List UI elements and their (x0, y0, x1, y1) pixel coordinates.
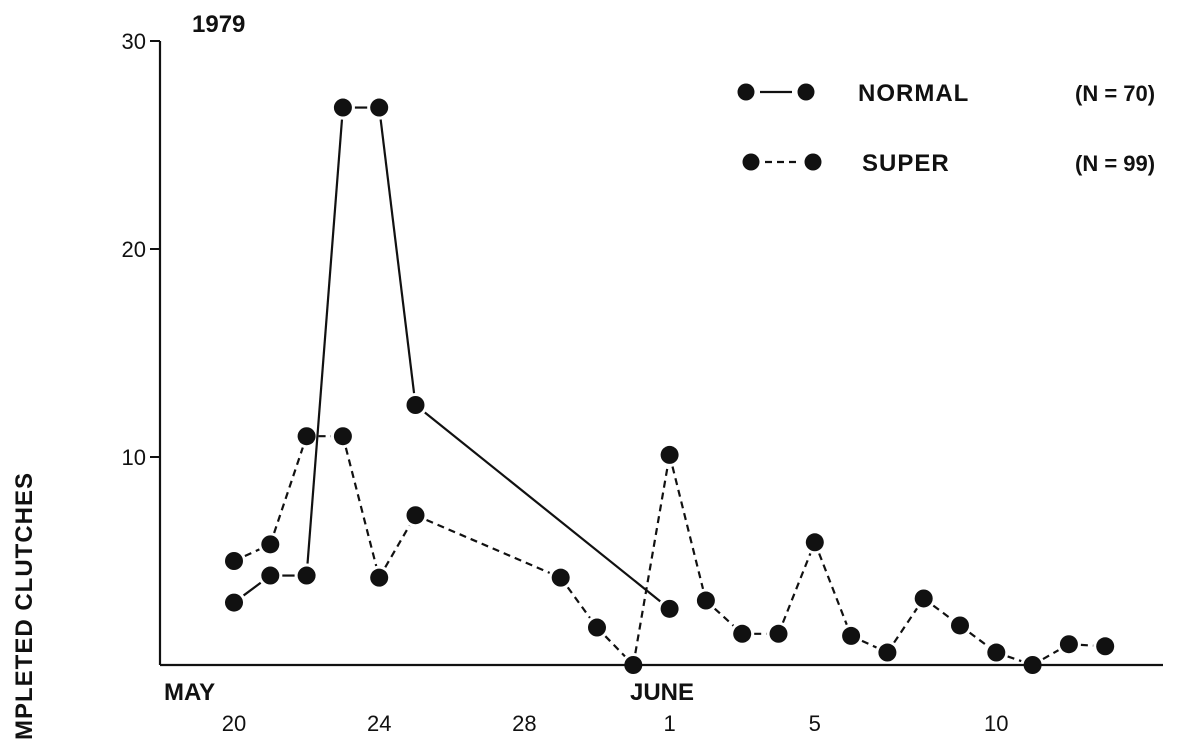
legend-marker-super-right (804, 153, 822, 171)
chart-title: 1979 (192, 11, 245, 38)
legend-marker-super-left (742, 153, 760, 171)
series-line-segment (566, 586, 591, 619)
x-tick-label: 10 (984, 711, 1008, 736)
series-line-segment (861, 639, 877, 649)
data-point-super (333, 427, 352, 446)
series-line-segment (306, 119, 344, 564)
data-point-super (588, 618, 606, 637)
legend: NORMAL (N = 70) SUPER (N = 99) (737, 80, 1155, 177)
series-super (225, 427, 1115, 674)
series-line-segment (379, 119, 416, 394)
series-line-segment (1007, 655, 1022, 663)
legend-marker-normal-left (737, 83, 755, 101)
series-layer (225, 98, 1115, 674)
month-labels: MAY JUNE (164, 679, 694, 706)
month-label-may: MAY (164, 679, 215, 706)
x-tick-label: 20 (222, 711, 246, 736)
series-line-segment (344, 447, 378, 567)
series-line-segment (242, 581, 262, 597)
legend-marker-normal-right (797, 83, 815, 101)
data-point-super (370, 568, 389, 587)
legend-item-super: SUPER (N = 99) (742, 150, 1155, 177)
data-point-super (1059, 635, 1078, 654)
data-point-super (551, 568, 570, 587)
series-line-segment (714, 607, 735, 627)
legend-item-normal: NORMAL (N = 70) (737, 80, 1155, 107)
y-tick-label: 30 (122, 29, 146, 54)
data-point-super (261, 535, 280, 554)
series-line-segment (426, 518, 551, 574)
series-line-segment (273, 447, 304, 534)
data-point-normal (297, 566, 316, 585)
series-normal (225, 98, 679, 618)
series-line-segment (424, 411, 661, 603)
y-axis-label: MPLETED CLUTCHES (11, 472, 38, 740)
data-point-normal (370, 98, 389, 117)
data-point-super (660, 445, 679, 464)
data-point-super (624, 656, 643, 674)
series-line-segment (818, 553, 848, 626)
series-line-segment (1080, 643, 1094, 647)
y-tick-label: 20 (122, 237, 146, 262)
y-tick-label: 10 (122, 445, 146, 470)
data-point-super (696, 591, 715, 610)
data-point-super (878, 643, 897, 662)
data-point-super (297, 427, 316, 446)
legend-label-super: SUPER (862, 150, 950, 177)
data-point-normal (225, 593, 243, 612)
data-point-normal (406, 396, 425, 414)
x-tick-label: 5 (809, 711, 821, 736)
data-point-super (769, 624, 788, 643)
data-point-super (951, 616, 969, 635)
data-point-super (1096, 637, 1115, 656)
series-line-segment (634, 466, 669, 654)
data-point-normal (333, 98, 352, 117)
data-point-super (805, 533, 824, 552)
series-line-segment (244, 548, 260, 557)
data-point-super (914, 589, 933, 608)
legend-n-super: (N = 99) (1075, 151, 1155, 176)
x-tick-label: 1 (663, 711, 675, 736)
series-line-segment (671, 466, 705, 590)
x-tick-label: 28 (512, 711, 536, 736)
series-line-segment (932, 604, 952, 620)
x-tick-label: 24 (367, 711, 391, 736)
series-line-segment (604, 635, 626, 658)
data-point-super (987, 643, 1006, 662)
data-point-normal (261, 566, 280, 585)
month-label-june: JUNE (630, 679, 694, 706)
legend-label-normal: NORMAL (858, 80, 969, 107)
data-point-super (225, 552, 243, 570)
series-line-segment (384, 525, 411, 568)
series-line-segment (893, 607, 918, 644)
data-point-super (733, 624, 752, 643)
series-line-segment (968, 631, 988, 647)
data-point-normal (660, 599, 679, 618)
data-point-super (406, 506, 425, 525)
data-point-super (842, 626, 861, 645)
axes: 10 20 30 20 24 28 1 5 10 (122, 29, 1163, 736)
legend-n-normal: (N = 70) (1075, 81, 1155, 106)
series-line-segment (1042, 649, 1060, 660)
series-line-segment (781, 553, 812, 624)
data-point-super (1023, 656, 1042, 674)
